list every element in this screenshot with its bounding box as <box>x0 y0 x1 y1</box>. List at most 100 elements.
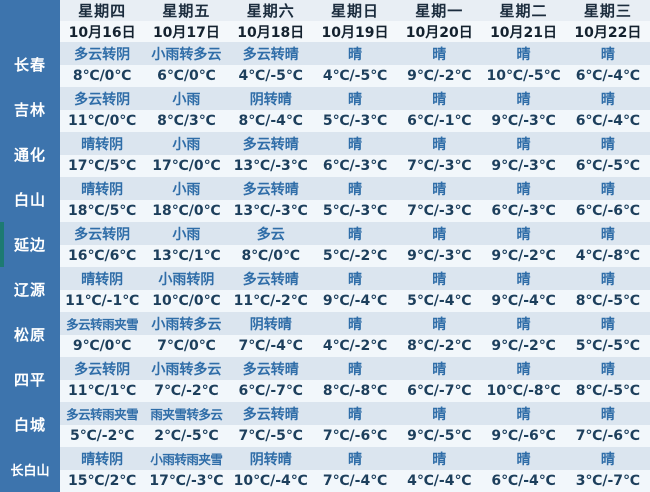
weather-cell: 晴 <box>312 222 398 245</box>
weather-cell: 晴 <box>481 132 566 155</box>
temperature-cell: 10℃/-4℃ <box>228 470 313 492</box>
weather-cell: 多云转晴 <box>228 132 313 155</box>
weather-cell: 晴 <box>312 132 398 155</box>
weather-cell: 晴 <box>565 357 650 380</box>
temperature-cell: 10℃/0℃ <box>144 290 229 312</box>
temperature-cell: 16℃/6℃ <box>60 245 145 267</box>
temperature-cell: 5℃/-2℃ <box>60 425 145 447</box>
temperature-cell: 6℃/-3℃ <box>481 200 566 222</box>
temperature-cell: 17℃/5℃ <box>60 155 145 177</box>
weather-cell: 阴转晴 <box>228 447 313 470</box>
temperature-cell: 13℃/-3℃ <box>228 155 313 177</box>
temperature-cell: 15℃/2℃ <box>60 470 145 492</box>
table-row: 长春 多云转阴 小雨转多云 多云转晴晴晴晴晴 <box>0 42 650 87</box>
temperature-cell: 6℃/-4℃ <box>565 65 650 87</box>
temperature-cell: 9℃/-4℃ <box>481 290 566 312</box>
weather-cell: 晴 <box>481 357 566 380</box>
temperature-cell: 7℃/-5℃ <box>228 425 313 447</box>
weather-cell: 阴转晴 <box>228 87 313 110</box>
temperature-cell: 7℃/0℃ <box>144 335 229 357</box>
table-row: 白城 多云转雨夹雪 雨夹雪转多云 多云转晴晴晴晴晴 <box>0 402 650 447</box>
weather-cell: 晴 <box>481 222 566 245</box>
weather-cell: 多云 <box>228 222 313 245</box>
weather-cell: 多云转晴 <box>228 42 313 65</box>
temperature-cell: 8℃/0℃ <box>60 65 145 87</box>
temperature-cell: 6℃/-6℃ <box>565 200 650 222</box>
weather-cell: 多云转雨夹雪 <box>60 312 145 335</box>
weather-cell: 晴 <box>565 447 650 470</box>
table-row: 9℃/0℃ 7℃/0℃ 7℃/-4℃ 4℃/-2℃ 8℃/-2℃ 9℃/-2℃ 5℃/-5℃ <box>0 335 650 357</box>
temperature-cell: 5℃/-4℃ <box>397 290 482 312</box>
table-corner-cell <box>0 0 60 42</box>
table-row: 17℃/5℃ 17℃/0℃ 13℃/-3℃ 6℃/-3℃ 7℃/-3℃ 9℃/-3℃ 6℃/… <box>0 155 650 177</box>
temperature-cell: 7℃/-4℃ <box>312 470 398 492</box>
temperature-cell: 9℃/-6℃ <box>481 425 566 447</box>
weather-cell: 晴 <box>565 42 650 65</box>
weather-cell: 雨夹雪转多云 <box>144 402 229 425</box>
weather-cell: 晴 <box>312 267 398 290</box>
weather-cell: 多云转晴 <box>228 267 313 290</box>
header-weekday-4: 星期日 <box>312 0 398 21</box>
header-date-5: 10月20日 <box>397 21 482 42</box>
header-weekday-6: 星期二 <box>481 0 566 21</box>
temperature-cell: 9℃/-2℃ <box>481 335 566 357</box>
temperature-cell: 9℃/-3℃ <box>397 245 482 267</box>
table-row: 四平 多云转阴 小雨转多云 多云转晴晴晴晴晴 <box>0 357 650 402</box>
temperature-cell: 8℃/-5℃ <box>565 290 650 312</box>
weather-cell: 晴 <box>481 42 566 65</box>
weather-cell: 晴 <box>397 42 482 65</box>
city-label-1: 长春 <box>0 42 60 87</box>
city-label-2: 吉林 <box>0 87 60 132</box>
temperature-cell: 6℃/-4℃ <box>565 110 650 132</box>
weather-cell: 晴 <box>397 357 482 380</box>
header-date-4: 10月19日 <box>312 21 398 42</box>
table-row: 辽源 晴转阴 小雨转阴 多云转晴晴晴晴晴 <box>0 267 650 312</box>
weather-cell: 小雨转多云 <box>144 312 229 335</box>
temperature-cell: 9℃/-3℃ <box>481 155 566 177</box>
header-date-6: 10月21日 <box>481 21 566 42</box>
temperature-cell: 2℃/-5℃ <box>144 425 229 447</box>
weather-cell: 晴 <box>397 132 482 155</box>
temperature-cell: 6℃/-1℃ <box>397 110 482 132</box>
temperature-cell: 4℃/-8℃ <box>565 245 650 267</box>
temperature-cell: 11℃/1℃ <box>60 380 145 402</box>
weather-cell: 小雨 <box>144 87 229 110</box>
weather-cell: 多云转晴 <box>228 177 313 200</box>
temperature-cell: 9℃/-4℃ <box>312 290 398 312</box>
temperature-cell: 17℃/0℃ <box>144 155 229 177</box>
table-row: 白山 晴转阴 小雨 多云转晴晴晴晴晴 <box>0 177 650 222</box>
header-date-row: 10月16日 10月17日 10月18日 10月19日 10月20日 10月21日 10月2… <box>0 21 650 42</box>
weather-cell: 晴 <box>481 312 566 335</box>
temperature-cell: 11℃/-1℃ <box>60 290 145 312</box>
temperature-cell: 13℃/1℃ <box>144 245 229 267</box>
temperature-cell: 8℃/-4℃ <box>228 110 313 132</box>
weather-cell: 小雨转雨夹雪 <box>144 447 229 470</box>
header-date-7: 10月22日 <box>565 21 650 42</box>
header-weekday-3: 星期六 <box>228 0 313 21</box>
weather-cell: 小雨 <box>144 132 229 155</box>
weather-cell: 晴 <box>312 42 398 65</box>
header-weekday-7: 星期三 <box>565 0 650 21</box>
weather-cell: 晴 <box>481 177 566 200</box>
weather-cell: 晴 <box>397 267 482 290</box>
city-label-5: 延边 <box>0 222 60 267</box>
temperature-cell: 7℃/-3℃ <box>397 155 482 177</box>
weather-cell: 晴 <box>481 267 566 290</box>
table-row: 8℃/0℃ 6℃/0℃ 4℃/-5℃ 4℃/-5℃ 9℃/-2℃ 10℃/-5℃ 6℃/-4… <box>0 65 650 87</box>
weather-cell: 晴转阴 <box>60 177 145 200</box>
weather-cell: 小雨 <box>144 222 229 245</box>
weather-cell: 晴 <box>565 402 650 425</box>
header-date-3: 10月18日 <box>228 21 313 42</box>
weather-cell: 晴 <box>397 312 482 335</box>
table-row: 11℃/0℃ 8℃/3℃ 8℃/-4℃ 5℃/-3℃ 6℃/-1℃ 9℃/-3℃ 6℃/-4… <box>0 110 650 132</box>
header-date-2: 10月17日 <box>144 21 229 42</box>
temperature-cell: 6℃/-7℃ <box>397 380 482 402</box>
table-row: 松原 多云转雨夹雪 小雨转多云 阴转晴晴晴晴晴 <box>0 312 650 357</box>
header-weekday-row: 星期四 星期五 星期六 星期日 星期一 星期二 星期三 <box>0 0 650 42</box>
temperature-cell: 18℃/0℃ <box>144 200 229 222</box>
temperature-cell: 17℃/-3℃ <box>144 470 229 492</box>
temperature-cell: 9℃/0℃ <box>60 335 145 357</box>
weather-cell: 晴 <box>312 447 398 470</box>
header-date-1: 10月16日 <box>60 21 145 42</box>
table-row: 11℃/-1℃ 10℃/0℃ 11℃/-2℃ 9℃/-4℃ 5℃/-4℃ 9℃/-4℃ 8℃… <box>0 290 650 312</box>
